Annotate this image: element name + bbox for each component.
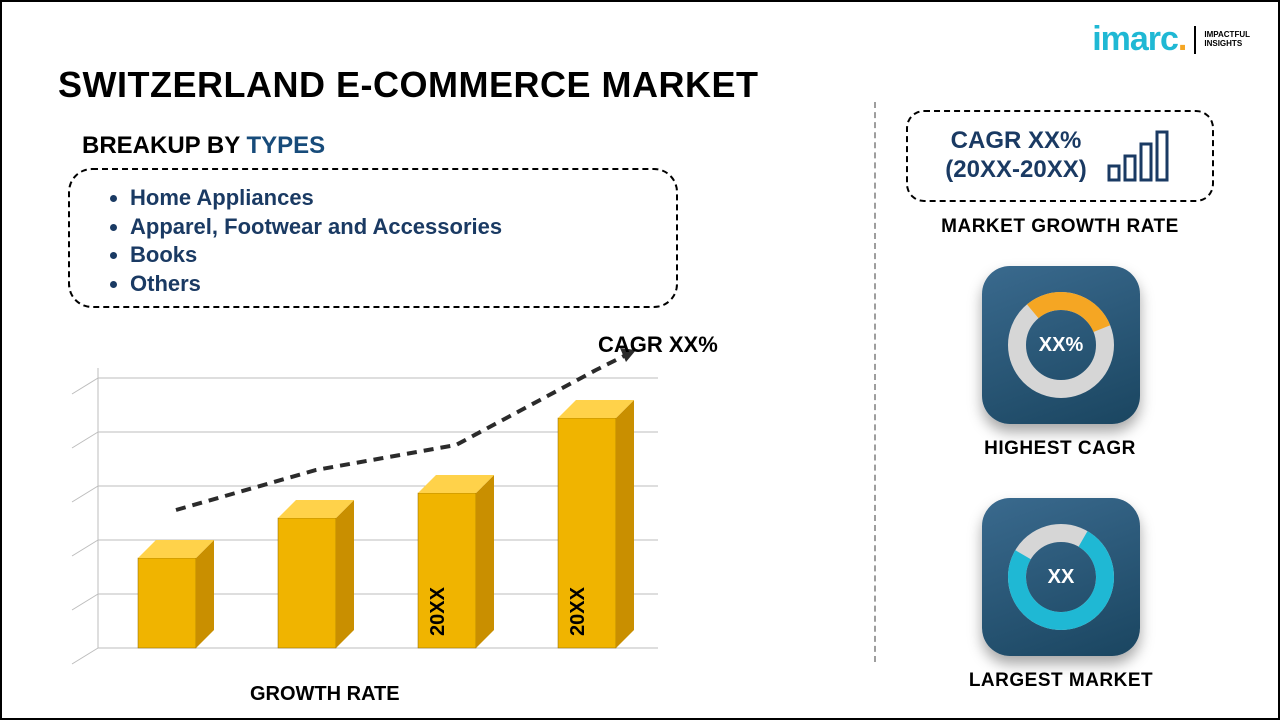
highest-cagr-label: HIGHEST CAGR	[976, 438, 1144, 460]
type-item: Books	[130, 241, 642, 270]
bar-chart-icon	[1103, 126, 1175, 186]
largest-market-label: LARGEST MARKET	[966, 670, 1156, 692]
logo-tagline: IMPACTFUL INSIGHTS	[1204, 31, 1250, 49]
highest-cagr-tile: XX%	[982, 266, 1140, 424]
vertical-divider	[874, 102, 876, 662]
market-growth-rate-label: MARKET GROWTH RATE	[930, 216, 1190, 238]
types-list: Home Appliances Apparel, Footwear and Ac…	[104, 184, 642, 298]
breakup-accent: TYPES	[246, 132, 325, 159]
logo-dot-icon: .	[1178, 20, 1186, 58]
type-item: Apparel, Footwear and Accessories	[130, 213, 642, 242]
logo-divider	[1194, 26, 1196, 54]
chart-cagr-label: CAGR XX%	[598, 332, 718, 358]
logo-tag-l1: IMPACTFUL	[1204, 30, 1250, 39]
page-title: SWITZERLAND E-COMMERCE MARKET	[58, 64, 758, 106]
cagr-summary-box: CAGR XX% (20XX-20XX)	[906, 110, 1214, 202]
logo-text: imarc.	[1092, 20, 1186, 59]
highest-center-text: XX%	[1039, 334, 1083, 357]
breakup-pre: BREAKUP BY	[82, 132, 246, 159]
cagr-l1: CAGR XX%	[951, 127, 1082, 154]
svg-text:20XX: 20XX	[567, 586, 589, 636]
logo-brand: imarc	[1092, 20, 1178, 58]
types-list-box: Home Appliances Apparel, Footwear and Ac…	[68, 168, 678, 308]
largest-market-tile: XX	[982, 498, 1140, 656]
growth-chart: 20XX 20XX	[58, 318, 758, 678]
svg-text:20XX: 20XX	[427, 586, 449, 636]
logo-tag-l2: INSIGHTS	[1204, 39, 1242, 48]
type-item: Others	[130, 270, 642, 299]
breakup-heading: BREAKUP BY TYPES	[82, 132, 325, 160]
type-item: Home Appliances	[130, 184, 642, 213]
brand-logo: imarc. IMPACTFUL INSIGHTS	[1092, 20, 1250, 59]
chart-x-label: GROWTH RATE	[250, 683, 400, 706]
growth-chart-svg: 20XX 20XX	[58, 318, 758, 678]
cagr-l2: (20XX-20XX)	[945, 156, 1086, 183]
cagr-summary-text: CAGR XX% (20XX-20XX)	[945, 127, 1086, 185]
largest-center-text: XX	[1048, 566, 1075, 589]
